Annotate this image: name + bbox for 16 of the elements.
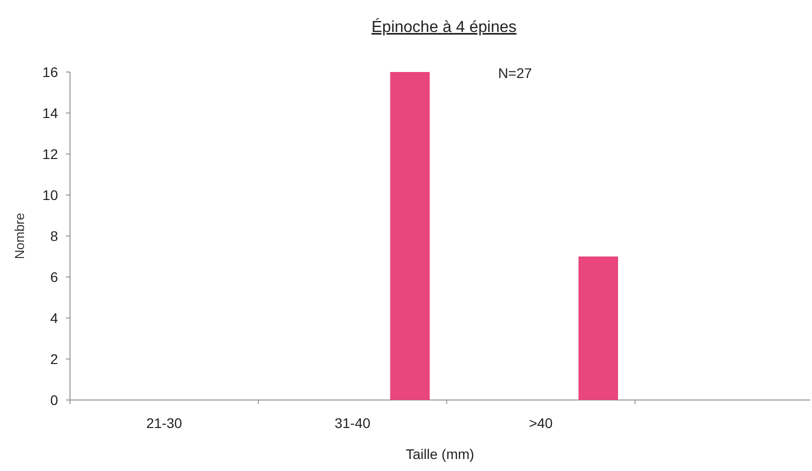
x-tick-label: >40 [528, 415, 553, 431]
y-tick-label: 6 [50, 268, 58, 285]
y-tick-label: 10 [42, 186, 58, 203]
y-axis-title: Nombre [12, 212, 27, 260]
y-tick-label: 0 [50, 392, 58, 408]
y-tick-label: 2 [50, 350, 58, 367]
y-tick-label: 14 [42, 104, 58, 121]
annotation: N=27 [498, 65, 532, 81]
x-tick-label: 31-40 [334, 415, 371, 431]
y-tick-label: 16 [42, 64, 58, 80]
chart-title: Épinoche à 4 épines [372, 18, 516, 36]
x-tick-label: 21-30 [146, 415, 182, 431]
y-tick-label: 12 [42, 146, 58, 162]
y-tick-label: 8 [50, 228, 58, 244]
y-tick-label: 4 [50, 310, 58, 326]
x-axis-title: Taille (mm) [406, 446, 474, 462]
